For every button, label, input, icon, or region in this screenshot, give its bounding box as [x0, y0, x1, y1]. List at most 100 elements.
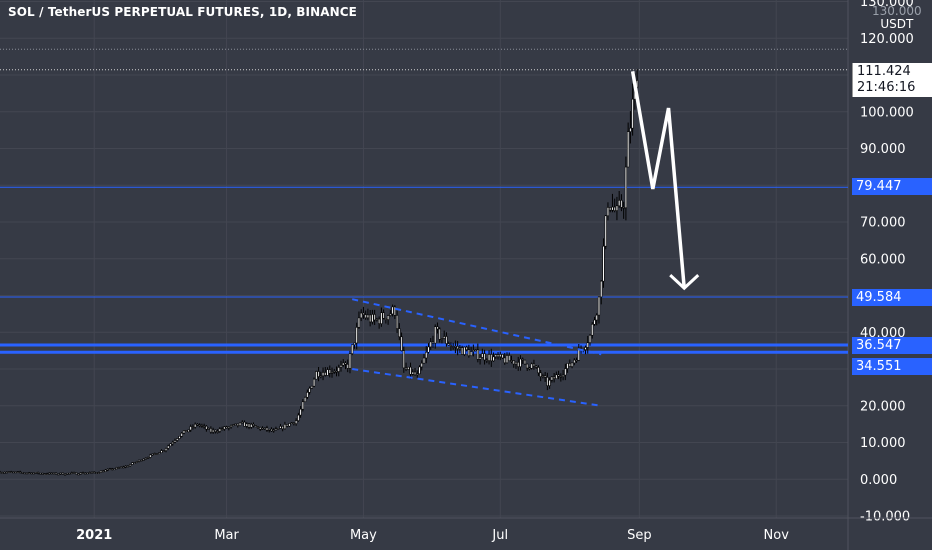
candle-body	[387, 315, 390, 320]
candle-body	[326, 369, 329, 376]
candle-body	[404, 367, 408, 370]
candle-body	[218, 428, 221, 432]
candle-body	[93, 471, 96, 474]
projection-arrow-head	[669, 274, 700, 291]
candle-body	[458, 347, 461, 350]
candle-body	[79, 472, 82, 475]
candle-body	[526, 363, 529, 369]
candle-body	[182, 430, 186, 434]
candle-body	[364, 314, 367, 319]
last-price-tag: 111.424 21:46:16	[852, 63, 932, 97]
candle-body	[454, 346, 457, 348]
y-tick-label: 60.000	[860, 252, 906, 267]
candle-body	[400, 336, 403, 351]
candle-body	[144, 457, 147, 460]
candle-body	[212, 429, 215, 433]
candle-body	[108, 468, 112, 471]
candle-body	[445, 336, 448, 344]
candle-body	[342, 362, 345, 366]
candle-body	[140, 459, 143, 462]
candle-body	[485, 359, 488, 362]
candle-body	[12, 471, 15, 474]
candle-body	[337, 367, 340, 372]
candle-body	[416, 373, 419, 376]
candle-body	[602, 245, 605, 282]
candle-body	[259, 427, 262, 430]
x-tick-label: 2021	[76, 528, 112, 543]
candle-body	[624, 166, 628, 209]
candle-body	[28, 472, 31, 475]
candle-body	[487, 354, 491, 361]
candle-body	[162, 450, 165, 452]
candle-body	[178, 436, 181, 439]
candle-body	[50, 472, 53, 475]
candle-body	[272, 429, 275, 432]
candle-body	[198, 424, 201, 427]
candle-body	[286, 424, 289, 427]
candle-body	[339, 364, 343, 368]
candle-body	[373, 314, 376, 321]
candle-body	[155, 453, 159, 455]
candle-body	[499, 354, 502, 358]
candle-body	[270, 428, 273, 432]
candle-body	[153, 453, 156, 455]
candle-body	[292, 422, 295, 425]
candle-body	[501, 354, 504, 359]
candle-body	[236, 423, 239, 426]
candle-body	[124, 465, 127, 468]
candle-body	[550, 376, 553, 381]
channel-line	[351, 298, 602, 356]
channel-line	[352, 368, 602, 407]
candle-body	[265, 427, 269, 431]
candle-body	[449, 344, 453, 347]
candle-body	[413, 371, 417, 376]
level-tag-3: 36.547	[852, 337, 932, 354]
candle-body	[173, 440, 177, 443]
candle-body	[319, 375, 322, 378]
y-tick-label: 20.000	[860, 399, 906, 414]
y-tick-label: -10.000	[860, 510, 910, 525]
candle-body	[476, 349, 479, 360]
candle-body	[369, 314, 372, 323]
candle-body	[229, 425, 233, 428]
candle-body	[330, 371, 334, 374]
candle-body	[317, 371, 320, 377]
candle-body	[66, 472, 69, 475]
candle-body	[508, 355, 511, 362]
candle-body	[492, 356, 495, 362]
candle-body	[382, 312, 385, 319]
candle-body	[348, 353, 352, 369]
candle-body	[465, 346, 468, 350]
candle-body	[283, 424, 287, 430]
candle-body	[463, 346, 466, 355]
candle-body	[306, 392, 309, 398]
candle-body	[537, 367, 540, 374]
y-tick-label: 70.000	[860, 216, 906, 231]
candle-body	[149, 454, 152, 458]
candle-body	[234, 423, 237, 426]
candle-body	[588, 334, 592, 344]
candle-body	[467, 349, 470, 357]
candle-body	[68, 472, 71, 475]
candle-body	[207, 428, 210, 430]
candle-body	[595, 314, 598, 321]
projection-arrow	[630, 71, 686, 289]
candle-body	[472, 349, 475, 352]
candle-body	[281, 426, 284, 430]
y-tick-label: 130.000	[860, 0, 914, 10]
candle-body	[1, 472, 4, 474]
candle-body	[429, 341, 432, 348]
candle-body	[519, 358, 522, 367]
candle-body	[593, 319, 596, 325]
candle-body	[564, 368, 567, 376]
candle-body	[288, 423, 291, 427]
candle-body	[185, 430, 188, 433]
x-tick-label: Nov	[764, 528, 790, 543]
candle-body	[86, 472, 89, 475]
y-tick-label: 90.000	[860, 142, 906, 157]
candle-body	[5, 471, 8, 474]
candle-body	[505, 355, 509, 364]
candle-body	[452, 346, 455, 348]
